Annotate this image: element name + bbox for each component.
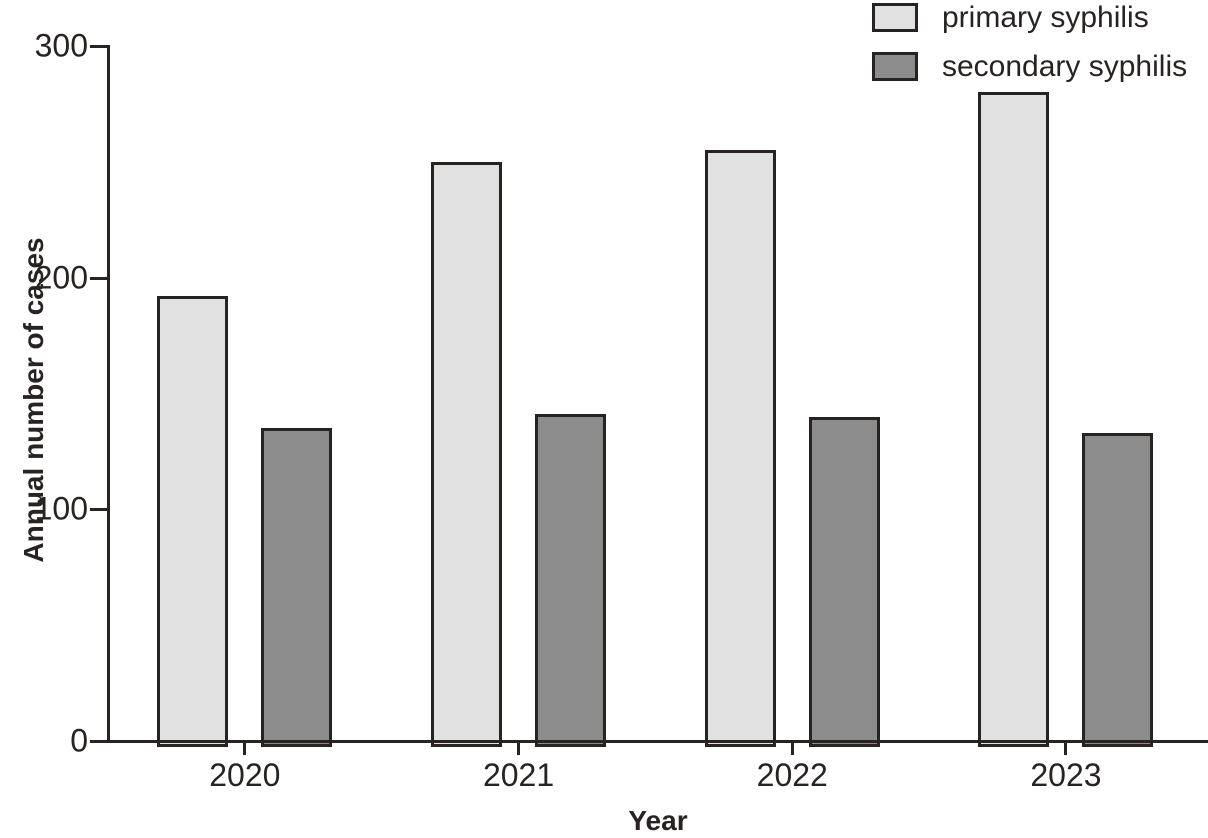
y-tick-300: [90, 45, 108, 48]
legend-item-secondary-syphilis: secondary syphilis: [872, 49, 1188, 83]
legend-swatch-primary-syphilis: [872, 3, 918, 32]
x-tick-2020: [243, 741, 247, 755]
bar-secondary-syphilis-2022: [808, 416, 880, 747]
x-tick-2023: [1064, 741, 1068, 755]
bar-secondary-syphilis-2023: [1082, 432, 1154, 747]
x-tick-label-2021: 2021: [482, 757, 555, 793]
bar-secondary-syphilis-2021: [535, 414, 607, 747]
legend-label-secondary-syphilis: secondary syphilis: [942, 49, 1188, 83]
bar-primary-syphilis-2020: [157, 296, 229, 747]
bar-secondary-syphilis-2020: [261, 428, 333, 747]
y-tick-label-300: 300: [34, 27, 88, 64]
y-axis-line: [107, 45, 110, 743]
bar-primary-syphilis-2022: [704, 150, 776, 747]
y-tick-100: [90, 508, 108, 512]
x-tick-2022: [790, 741, 794, 755]
x-axis-line: [107, 740, 1208, 743]
x-axis-title: Year: [628, 805, 688, 836]
bar-primary-syphilis-2021: [431, 161, 503, 747]
y-tick-0: [90, 740, 108, 743]
y-tick-label-0: 0: [70, 722, 88, 759]
y-tick-200: [90, 276, 108, 280]
legend-swatch-secondary-syphilis: [872, 52, 918, 81]
bar-primary-syphilis-2023: [978, 92, 1050, 747]
legend: primary syphilis secondary syphilis: [872, 0, 1188, 101]
legend-label-primary-syphilis: primary syphilis: [942, 0, 1149, 34]
legend-item-primary-syphilis: primary syphilis: [872, 0, 1187, 34]
x-tick-label-2022: 2022: [756, 757, 828, 793]
x-tick-label-2020: 2020: [209, 757, 281, 793]
x-tick-label-2023: 2023: [1030, 757, 1102, 793]
y-tick-label-200: 200: [34, 258, 88, 295]
x-tick-2021: [517, 741, 521, 755]
y-tick-label-100: 100: [34, 490, 88, 527]
